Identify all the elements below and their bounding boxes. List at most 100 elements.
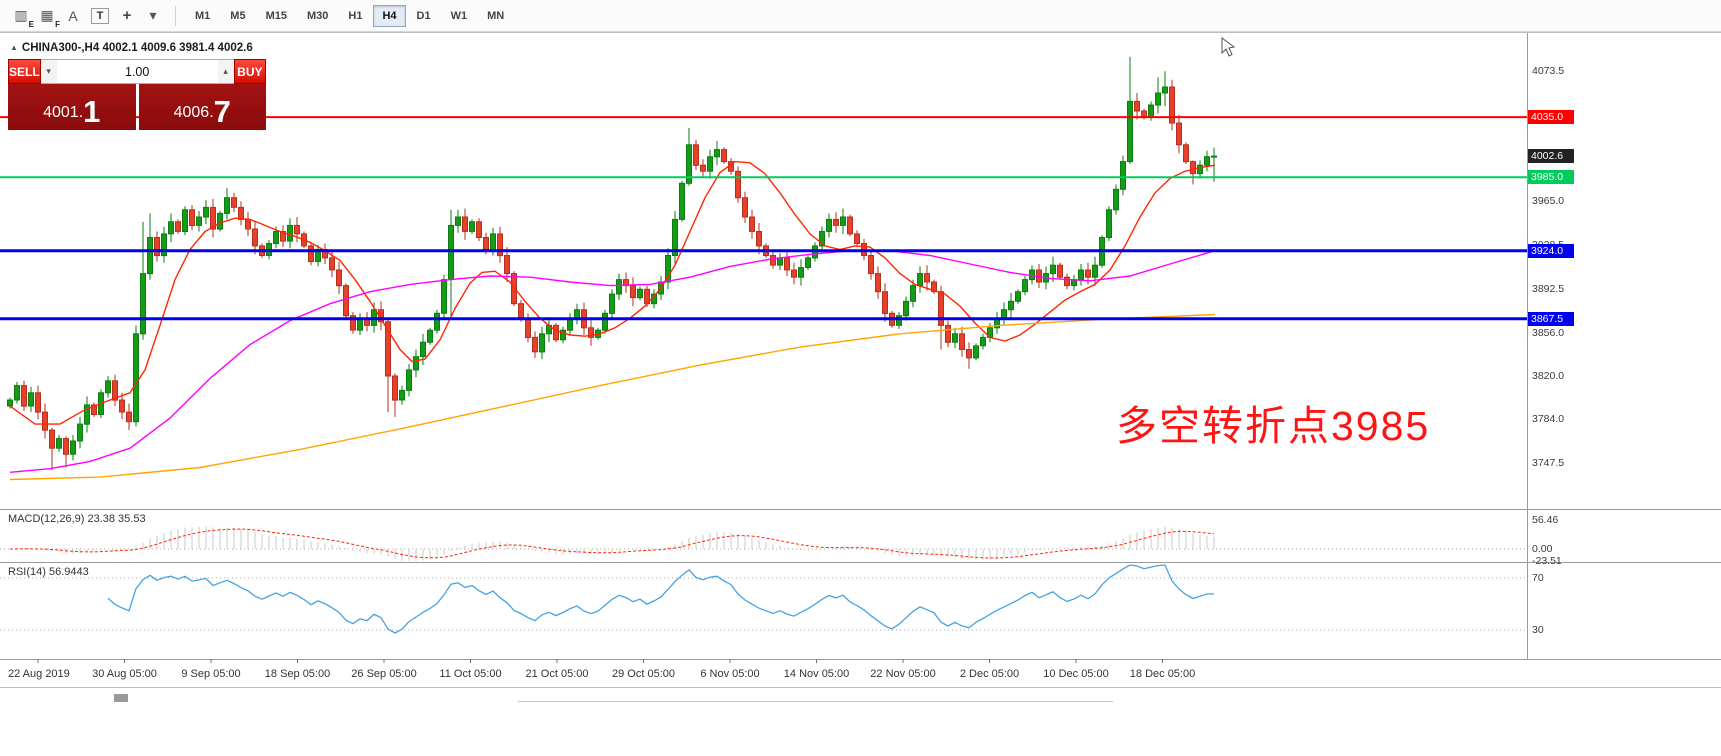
date-label: 22 Aug 2019 [8, 668, 70, 680]
candle-body [329, 257, 335, 271]
price-tick-label: 3892.5 [1532, 282, 1565, 295]
timeframe-button-d1[interactable]: D1 [408, 5, 440, 27]
time-axis[interactable]: 22 Aug 2019 30 Aug 05:00 9 Sep 05:00 18 Sep… [0, 663, 1721, 686]
candle-body [224, 197, 230, 214]
date-label: 26 Sep 05:00 [351, 668, 417, 680]
candle-body [406, 369, 412, 391]
volume-up-button[interactable]: ▴ [217, 60, 234, 83]
date-label: 21 Oct 05:00 [525, 668, 589, 680]
candle-body [203, 206, 209, 218]
timeframe-button-h4[interactable]: H4 [373, 4, 406, 27]
text-box-icon[interactable]: T [91, 7, 109, 24]
buy-button[interactable]: BUY [233, 59, 266, 84]
timeframe-button-h1[interactable]: H1 [339, 5, 371, 27]
candle-body [399, 389, 405, 401]
date-label: 29 Oct 05:00 [612, 668, 675, 680]
candle-body [462, 216, 468, 232]
volume-input[interactable] [56, 60, 218, 83]
candle-body [686, 144, 692, 184]
candle-body [518, 303, 524, 319]
candle-body [679, 182, 685, 220]
candle-body [189, 209, 195, 227]
timeframe-button-w1[interactable]: W1 [442, 5, 477, 27]
candle-body [553, 324, 559, 341]
candle-body [112, 380, 118, 401]
crosshair-icon[interactable]: + [122, 7, 132, 24]
candle-body [1113, 188, 1119, 211]
candle-body [413, 356, 419, 371]
candle-body [756, 231, 762, 247]
candle-body [273, 231, 279, 244]
candle-body [1148, 104, 1154, 118]
grid-icon[interactable]: ▦ F [40, 7, 60, 29]
candle-body [868, 255, 874, 275]
candle-body [42, 411, 48, 431]
macd-tick-label: -23.51 [1532, 555, 1562, 567]
candle-body [70, 440, 76, 455]
toolbar-icons: ▥ E ▦ F A T + ▾ [8, 0, 166, 31]
volume-down-button[interactable]: ▾ [40, 60, 57, 83]
chart-mode-icon[interactable]: ▥ E [14, 7, 34, 29]
icon-sub-letter: E [28, 19, 34, 29]
candle-body [1197, 164, 1203, 175]
timeframe-button-m15[interactable]: M15 [257, 5, 296, 27]
candle-body [1001, 309, 1007, 319]
candle-body [77, 423, 83, 442]
rsi-tick-label: 30 [1532, 624, 1544, 636]
candle-body [833, 218, 839, 226]
candle-body [1092, 264, 1098, 278]
timeframe-buttons: M1 M5 M15 M30 H1 H4 D1 W1 MN [185, 0, 514, 31]
collapse-arrow-icon[interactable]: ▲ [10, 43, 18, 52]
candle-body [350, 315, 356, 331]
sell-price-display[interactable]: 4001. 1 [8, 84, 136, 130]
pivot-line-price-label: 3985.0 [1528, 170, 1574, 185]
timeframe-button-mn[interactable]: MN [478, 5, 513, 27]
candle-body [560, 329, 566, 341]
sell-button[interactable]: SELL [8, 59, 41, 84]
chevron-down-icon[interactable]: ▾ [149, 7, 157, 23]
candle-body [1050, 264, 1056, 275]
date-label: 18 Dec 05:00 [1129, 668, 1196, 680]
sell-price-base: 4001. [43, 104, 84, 121]
timeframe-button-m30[interactable]: M30 [298, 5, 337, 27]
price-axis[interactable]: 4073.53965.03928.53892.53856.03820.03784… [1528, 0, 1721, 756]
candle-body [665, 255, 671, 283]
macd-tick-label: 56.46 [1532, 514, 1559, 526]
candle-body [602, 312, 608, 331]
candle-body [210, 206, 216, 230]
one-click-trading-panel: SELL ▾ ▴ BUY 4001.1 4006.7 [8, 59, 266, 130]
candle-body [693, 144, 699, 166]
date-label: 9 Sep 05:00 [181, 668, 241, 680]
candle-body [1127, 100, 1133, 163]
candle-body [924, 273, 930, 283]
text-label-icon[interactable]: A [68, 7, 78, 24]
rsi-line [107, 564, 1215, 634]
support-line-1-price-label: 3924.0 [1528, 243, 1574, 258]
candle-body [28, 392, 34, 407]
macd-label: MACD(12,26,9) 23.38 35.53 [8, 513, 146, 525]
scrollbar-line[interactable] [518, 701, 1113, 702]
timeframe-button-m1[interactable]: M1 [186, 5, 219, 27]
date-label: 18 Sep 05:00 [264, 668, 331, 680]
buy-price-big-digit: 7 [213, 93, 231, 129]
price-tick-label: 3965.0 [1532, 195, 1565, 208]
candle-body [714, 149, 720, 158]
candle-body [182, 209, 188, 233]
candle-body [791, 269, 797, 278]
candle-body [154, 237, 160, 257]
sell-price-big-digit: 1 [83, 93, 101, 129]
buy-price-display[interactable]: 4006. 7 [138, 84, 266, 130]
candle-body [252, 228, 258, 247]
candle-body [959, 333, 965, 350]
price-tick-label: 4073.5 [1532, 64, 1565, 77]
candle-body [1064, 276, 1070, 287]
candle-body [511, 273, 517, 305]
candle-body [777, 257, 783, 266]
timeframe-button-m5[interactable]: M5 [221, 5, 254, 27]
ma-slow-line [9, 313, 1216, 481]
candle-body [238, 206, 244, 220]
chart-annotation: 多空转折点3985 [1116, 403, 1431, 449]
price-tick-label: 3820.0 [1532, 369, 1565, 382]
